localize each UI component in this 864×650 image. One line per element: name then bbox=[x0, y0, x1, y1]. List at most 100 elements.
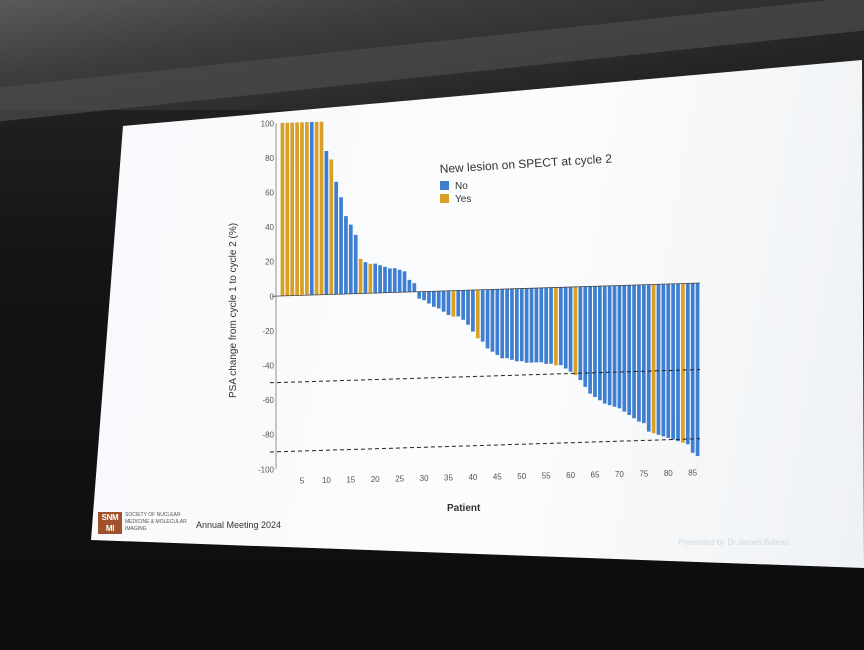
snmmi-logo: SNM MI SOCIETY OF NUCLEAR MEDICINE & MOL… bbox=[98, 510, 190, 536]
bar-patient-62 bbox=[578, 286, 583, 381]
bar-patient-3 bbox=[290, 122, 295, 296]
x-tick-label: 45 bbox=[493, 473, 502, 482]
bar-patient-49 bbox=[515, 288, 519, 362]
x-tick-label: 60 bbox=[566, 471, 575, 480]
y-axis-title: PSA change from cycle 1 to cycle 2 (%) bbox=[228, 223, 239, 398]
bar-patient-22 bbox=[383, 266, 387, 293]
bar-patient-84 bbox=[685, 283, 690, 445]
bar-patient-5 bbox=[300, 122, 304, 296]
bar-patient-77 bbox=[651, 284, 656, 434]
bar-patient-64 bbox=[588, 286, 592, 394]
bar-patient-29 bbox=[417, 291, 422, 299]
bar-patient-78 bbox=[656, 284, 661, 435]
bar-patient-23 bbox=[388, 268, 392, 293]
bar-patient-33 bbox=[436, 291, 441, 309]
bar-patient-26 bbox=[402, 271, 407, 293]
bar-patient-16 bbox=[353, 234, 358, 294]
bar-patient-28 bbox=[412, 283, 417, 292]
x-tick-label: 65 bbox=[591, 471, 600, 480]
legend-label-yes: Yes bbox=[455, 194, 471, 205]
y-tick-label: 20 bbox=[265, 258, 274, 267]
bar-patient-44 bbox=[490, 289, 495, 352]
bar-patient-21 bbox=[378, 265, 382, 293]
reference-line-minus-90 bbox=[269, 438, 701, 453]
bar-patient-38 bbox=[461, 290, 465, 320]
bar-patient-42 bbox=[480, 289, 485, 342]
bar-patient-56 bbox=[549, 287, 553, 364]
bar-patient-32 bbox=[431, 291, 436, 307]
x-tick-label: 40 bbox=[468, 473, 477, 482]
bar-patient-30 bbox=[422, 291, 426, 301]
bar-patient-67 bbox=[602, 285, 607, 404]
bar-patient-71 bbox=[622, 285, 627, 412]
bar-patient-37 bbox=[456, 290, 461, 317]
bar-patient-39 bbox=[466, 290, 470, 325]
y-tick-label: -60 bbox=[262, 396, 274, 405]
bar-patient-6 bbox=[305, 122, 309, 296]
bar-patient-19 bbox=[368, 263, 373, 294]
bar-patient-24 bbox=[392, 268, 397, 293]
bar-patient-17 bbox=[358, 258, 363, 294]
y-tick-label: 40 bbox=[265, 223, 274, 232]
zero-baseline bbox=[271, 282, 701, 297]
bar-patient-83 bbox=[681, 283, 685, 443]
bar-patient-7 bbox=[309, 122, 314, 296]
bar-patient-79 bbox=[661, 284, 666, 437]
bar-patient-51 bbox=[524, 288, 529, 363]
legend-label-no: No bbox=[455, 181, 468, 192]
bar-patient-58 bbox=[558, 287, 563, 366]
bar-patient-74 bbox=[637, 284, 641, 422]
bar-patient-27 bbox=[407, 279, 412, 292]
bar-patient-50 bbox=[519, 288, 524, 362]
x-tick-label: 5 bbox=[300, 477, 305, 486]
bar-patient-65 bbox=[593, 286, 597, 397]
bar-patient-45 bbox=[495, 289, 500, 356]
bar-patient-59 bbox=[563, 287, 568, 369]
presenter-credit: Presented by Dr James Buteau bbox=[678, 538, 790, 547]
bar-patient-1 bbox=[280, 122, 285, 296]
bar-patient-55 bbox=[544, 287, 549, 364]
bar-patient-25 bbox=[397, 269, 402, 293]
x-tick-label: 75 bbox=[639, 470, 648, 479]
snmmi-logo-mark: SNM MI bbox=[98, 512, 122, 534]
bar-patient-15 bbox=[348, 224, 353, 294]
legend-swatch-no bbox=[440, 181, 449, 190]
bar-patient-81 bbox=[671, 283, 675, 440]
bar-patient-53 bbox=[534, 288, 539, 363]
bar-patient-31 bbox=[427, 291, 431, 304]
bar-patient-60 bbox=[568, 287, 573, 372]
bar-patient-12 bbox=[334, 181, 339, 295]
y-tick-label: -40 bbox=[262, 362, 274, 371]
bar-patient-61 bbox=[573, 286, 578, 376]
x-tick-label: 15 bbox=[346, 476, 355, 485]
y-tick-label: -100 bbox=[258, 465, 275, 474]
bar-patient-69 bbox=[612, 285, 617, 407]
x-tick-label: 10 bbox=[322, 476, 331, 485]
x-tick-label: 70 bbox=[615, 470, 624, 479]
bar-patient-66 bbox=[598, 286, 602, 401]
bar-patient-11 bbox=[329, 159, 334, 295]
y-tick-label: 0 bbox=[270, 292, 275, 301]
y-tick-label: 80 bbox=[265, 154, 274, 163]
bar-patient-46 bbox=[500, 289, 505, 359]
y-tick-label: -20 bbox=[262, 327, 274, 336]
bar-patient-36 bbox=[451, 290, 456, 317]
y-tick-label: 60 bbox=[265, 189, 274, 198]
bar-patient-41 bbox=[475, 289, 480, 339]
bar-patient-63 bbox=[583, 286, 588, 387]
bar-patient-85 bbox=[690, 283, 695, 453]
bar-patient-76 bbox=[646, 284, 651, 432]
bar-patient-18 bbox=[363, 262, 368, 294]
bar-patient-70 bbox=[617, 285, 622, 409]
x-tick-label: 20 bbox=[371, 475, 380, 484]
x-tick-label: 55 bbox=[542, 472, 551, 481]
legend-title: New lesion on SPECT at cycle 2 bbox=[439, 151, 612, 176]
bar-patient-20 bbox=[373, 263, 378, 294]
x-tick-label: 35 bbox=[444, 474, 453, 483]
bar-patient-4 bbox=[295, 122, 299, 296]
bar-patient-80 bbox=[666, 283, 671, 438]
meeting-label: Annual Meeting 2024 bbox=[196, 520, 282, 530]
bar-patient-82 bbox=[676, 283, 680, 442]
